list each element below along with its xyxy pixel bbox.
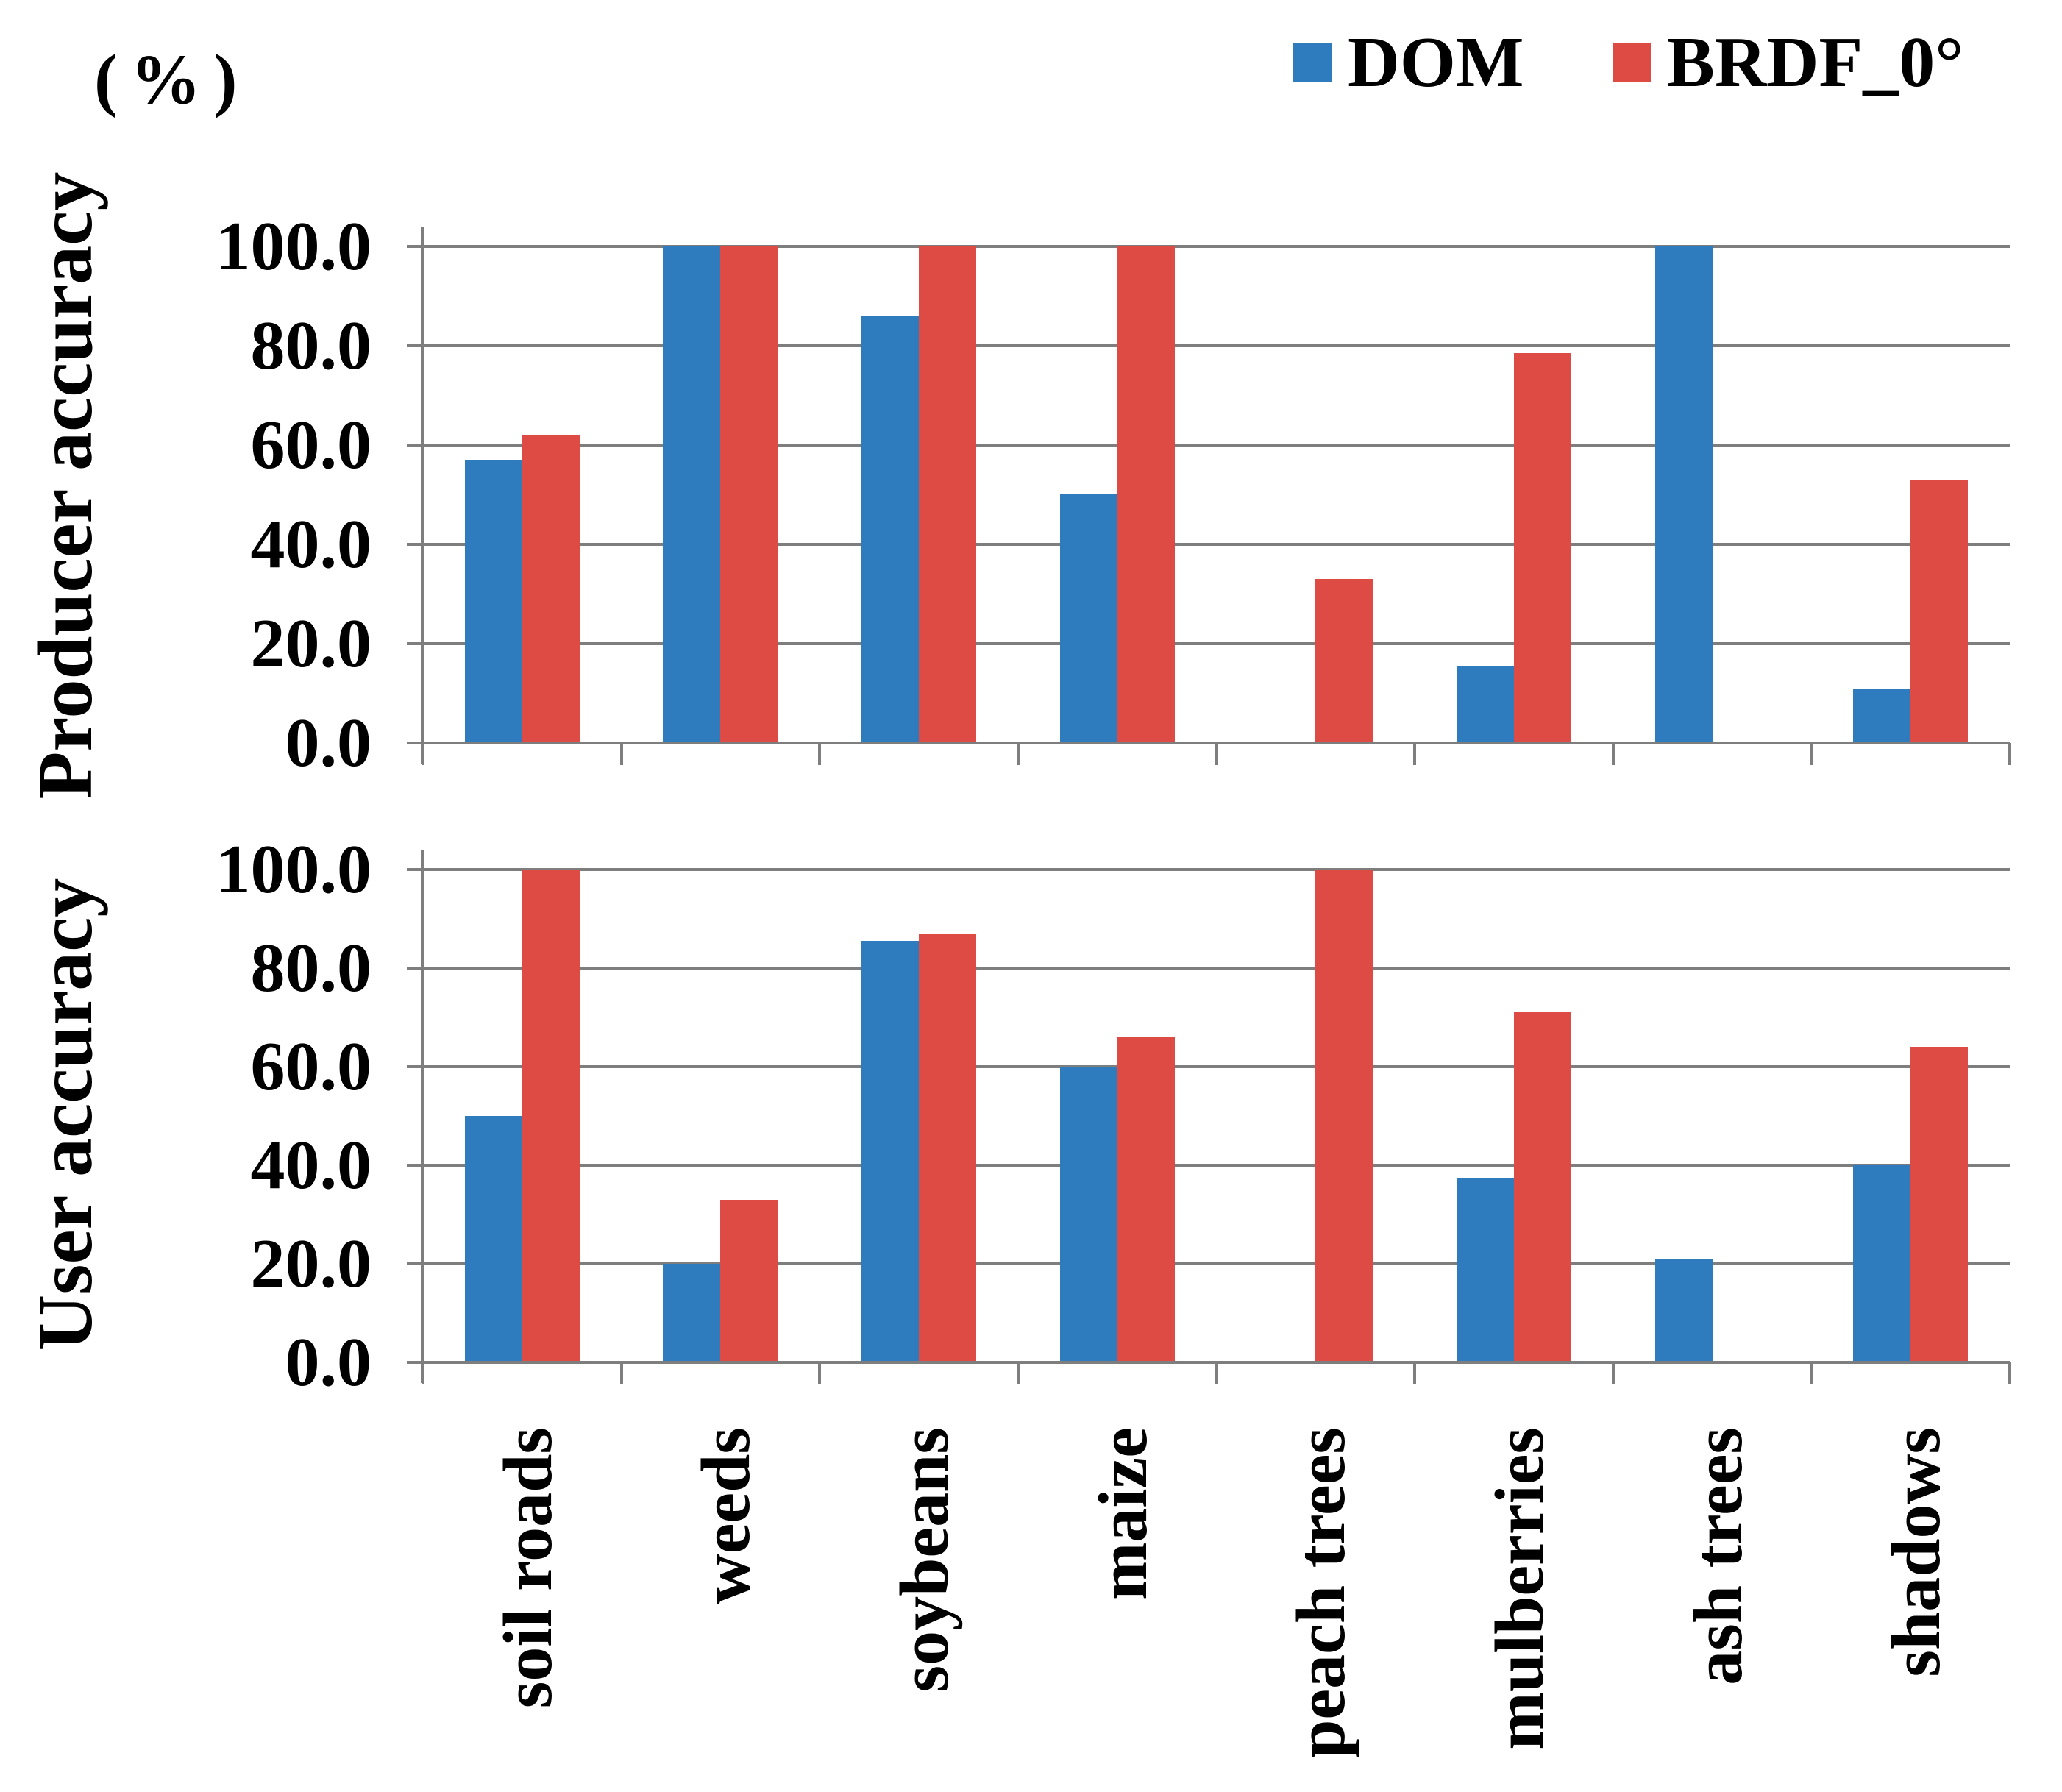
y-axis-line — [421, 227, 424, 764]
brdf-bar-peach-trees — [1315, 870, 1373, 1362]
x-axis-tick — [1810, 743, 1813, 765]
y-axis-tick — [407, 1361, 424, 1364]
dom-bar-maize — [1060, 1067, 1117, 1362]
x-axis-tick — [1810, 1362, 1813, 1384]
gridline — [423, 344, 2010, 347]
y-axis-tick — [407, 967, 424, 970]
category-label-soybeans: soybeans — [886, 1427, 963, 1693]
brdf-bar-shadows — [1910, 480, 1968, 743]
x-axis-tick — [818, 1362, 821, 1384]
brdf-bar-peach-trees — [1315, 579, 1373, 743]
dom-bar-mulberries — [1457, 1178, 1514, 1362]
dom-bar-weeds — [663, 246, 720, 743]
gridline — [423, 967, 2010, 970]
gridline — [423, 444, 2010, 447]
y-tick-label: 100.0 — [216, 208, 372, 285]
brdf-bar-weeds — [720, 1200, 778, 1362]
gridline — [423, 245, 2010, 248]
y-axis-tick — [407, 444, 424, 447]
y-axis-tick — [407, 543, 424, 546]
y-tick-label: 80.0 — [250, 930, 372, 1006]
x-axis-tick — [818, 743, 821, 765]
x-axis-tick — [1215, 1362, 1218, 1384]
gridline — [423, 868, 2010, 871]
y-axis-tick — [407, 1164, 424, 1167]
brdf-legend-label: BRDF_0° — [1666, 23, 1964, 102]
y-tick-label: 80.0 — [250, 307, 372, 384]
y-axis-tick — [407, 642, 424, 645]
y-tick-label: 0.0 — [285, 1324, 372, 1401]
y-tick-label: 40.0 — [250, 506, 372, 583]
y-tick-label: 40.0 — [250, 1127, 372, 1203]
category-label-shadows: shadows — [1878, 1427, 1955, 1677]
y-tick-label: 100.0 — [216, 831, 372, 908]
category-label-ash-trees: ash trees — [1680, 1427, 1757, 1685]
gridline — [423, 1164, 2010, 1167]
dom-bar-maize — [1060, 494, 1117, 743]
brdf-bar-mulberries — [1514, 1012, 1571, 1362]
brdf-legend-swatch — [1612, 43, 1651, 82]
dom-bar-ash-trees — [1655, 1259, 1713, 1362]
y-tick-label: 60.0 — [250, 1028, 372, 1105]
percent-unit-label: (%) — [94, 40, 250, 118]
dom-legend-swatch — [1293, 43, 1332, 82]
category-label-soil-roads: soil roads — [490, 1427, 566, 1709]
x-axis-tick — [2008, 1362, 2011, 1384]
y-axis-tick — [407, 344, 424, 347]
y-tick-label: 0.0 — [285, 705, 372, 781]
dom-bar-soybeans — [861, 316, 919, 743]
dom-bar-weeds — [663, 1264, 720, 1362]
category-label-maize: maize — [1085, 1427, 1162, 1600]
chart-legend: DOM BRDF_0° — [1293, 22, 1963, 103]
user-accuracy-axis-title: User accuracy — [22, 878, 108, 1351]
brdf-bar-soybeans — [919, 934, 976, 1362]
y-axis-tick — [407, 245, 424, 248]
y-tick-label: 20.0 — [250, 1226, 372, 1302]
x-axis-tick — [1612, 743, 1615, 765]
brdf-bar-shadows — [1910, 1047, 1968, 1362]
dom-bar-soil-roads — [465, 460, 522, 743]
producer-accuracy-axis-title: Producer accuracy — [22, 171, 108, 800]
x-axis-tick — [1612, 1362, 1615, 1384]
x-axis-tick — [1215, 743, 1218, 765]
gridline — [423, 1262, 2010, 1265]
dom-bar-soil-roads — [465, 1116, 522, 1362]
x-axis-tick — [620, 1362, 623, 1384]
category-label-weeds: weeds — [688, 1427, 764, 1604]
gridline — [423, 1065, 2010, 1068]
y-tick-label: 60.0 — [250, 407, 372, 483]
dom-legend-label: DOM — [1348, 23, 1524, 102]
y-axis-tick — [407, 868, 424, 871]
y-axis-tick — [407, 1065, 424, 1068]
x-axis-tick — [620, 743, 623, 765]
x-axis-tick — [1413, 743, 1416, 765]
brdf-bar-weeds — [720, 246, 778, 743]
x-axis-tick — [1017, 743, 1020, 765]
y-tick-label: 20.0 — [250, 605, 372, 682]
y-axis-line — [421, 850, 424, 1383]
y-axis-tick — [407, 1262, 424, 1265]
category-label-peach-trees: peach trees — [1283, 1427, 1359, 1758]
dom-bar-shadows — [1853, 1165, 1910, 1362]
x-axis-tick — [1017, 1362, 1020, 1384]
gridline — [423, 543, 2010, 546]
x-axis-tick — [1413, 1362, 1416, 1384]
dom-bar-shadows — [1853, 689, 1910, 743]
dom-bar-ash-trees — [1655, 246, 1713, 743]
gridline — [423, 642, 2010, 645]
brdf-bar-mulberries — [1514, 353, 1571, 743]
dom-bar-mulberries — [1457, 666, 1514, 743]
category-label-mulberries: mulberries — [1482, 1427, 1558, 1750]
brdf-bar-soil-roads — [522, 435, 580, 743]
brdf-bar-soil-roads — [522, 870, 580, 1362]
brdf-bar-maize — [1117, 1037, 1175, 1362]
brdf-bar-maize — [1117, 246, 1175, 743]
x-axis-tick — [2008, 743, 2011, 765]
brdf-bar-soybeans — [919, 246, 976, 743]
dom-bar-soybeans — [861, 941, 919, 1362]
y-axis-tick — [407, 742, 424, 744]
